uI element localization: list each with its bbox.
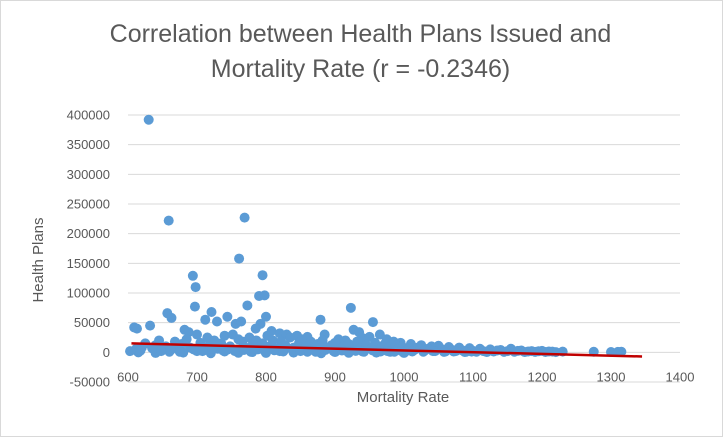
y-tick-label: 400000	[67, 108, 110, 123]
data-point	[345, 302, 356, 313]
data-points	[125, 114, 627, 359]
x-axis-label: Mortality Rate	[357, 389, 450, 406]
data-point	[145, 320, 156, 331]
data-point	[367, 317, 378, 328]
data-point	[131, 323, 142, 334]
y-tick-label: 300000	[67, 167, 110, 182]
trendline-line	[131, 342, 643, 358]
data-point	[285, 332, 296, 343]
data-point	[267, 335, 278, 346]
x-tick-label: 700	[186, 369, 208, 384]
data-point	[192, 329, 202, 340]
data-point	[187, 270, 198, 281]
data-point	[165, 344, 176, 355]
x-tick-label: 1000	[390, 369, 419, 384]
y-tick-label: 100000	[67, 286, 110, 301]
y-tick-label: 250000	[67, 197, 110, 212]
data-point	[206, 306, 217, 317]
x-tick-label: 1200	[528, 369, 557, 384]
data-point	[236, 316, 247, 327]
x-tick-label: 1300	[597, 369, 626, 384]
data-point	[163, 215, 174, 226]
data-point	[212, 316, 223, 327]
data-point	[166, 312, 177, 323]
data-point	[200, 314, 211, 325]
data-point	[257, 270, 268, 281]
y-tick-label: 200000	[67, 226, 110, 241]
x-tick-label: 1400	[666, 369, 695, 384]
data-point	[239, 212, 250, 223]
data-point	[147, 343, 158, 354]
y-tick-label: 350000	[67, 137, 110, 152]
data-point	[250, 323, 261, 334]
data-point	[259, 345, 270, 356]
data-point	[234, 253, 245, 264]
data-point	[174, 346, 185, 357]
x-tick-labels: 600 700 800 900 1000 1100 1200 1300 1400	[117, 369, 694, 384]
data-point	[315, 314, 326, 325]
data-point	[190, 282, 201, 293]
data-point	[197, 346, 208, 357]
x-tick-label: 900	[324, 369, 346, 384]
data-point	[188, 344, 199, 355]
data-point	[219, 330, 230, 341]
trendline	[131, 342, 643, 358]
data-point	[278, 346, 289, 357]
x-tick-label: 800	[255, 369, 277, 384]
y-axis-label: Health Plans	[30, 217, 47, 302]
data-point	[222, 311, 233, 322]
data-point	[156, 346, 167, 357]
x-tick-label: 1100	[459, 369, 487, 384]
data-point	[242, 300, 253, 311]
data-point	[229, 346, 240, 357]
data-point	[143, 114, 154, 125]
data-point	[616, 346, 627, 357]
y-tick-label: 50000	[74, 315, 110, 330]
y-tick-labels: -50000 0 50000 100000 150000 200000 250000 3000…	[67, 108, 110, 390]
data-point	[287, 344, 298, 355]
data-point	[181, 334, 192, 345]
data-point	[189, 301, 200, 312]
y-tick-label: 150000	[67, 256, 110, 271]
y-tick-label: -50000	[70, 375, 110, 390]
data-point	[259, 290, 270, 301]
data-point	[261, 311, 271, 322]
chart-title-line1: Correlation between Health Plans Issued …	[109, 20, 612, 48]
data-point	[135, 345, 146, 356]
data-point	[227, 329, 238, 340]
y-tick-label: 0	[103, 345, 110, 360]
x-tick-label: 600	[117, 369, 139, 384]
chart-title-line2: Mortality Rate (r = -0.2346)	[210, 55, 511, 83]
